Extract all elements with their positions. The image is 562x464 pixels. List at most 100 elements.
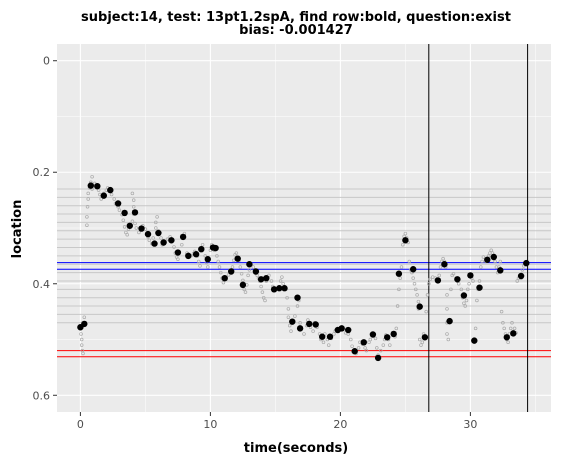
raw-gaze-point: [417, 337, 422, 342]
fixation-point: [503, 334, 510, 341]
fixation-point: [185, 252, 192, 260]
raw-gaze-point: [226, 273, 231, 277]
fixation-point: [484, 256, 491, 263]
raw-gaze-point: [399, 265, 404, 269]
fixation-point: [257, 276, 265, 283]
fixation-point: [490, 253, 497, 261]
raw-gaze-point: [424, 309, 428, 314]
raw-gaze-point: [137, 230, 141, 235]
raw-gaze-point: [466, 287, 470, 292]
fixation-point: [246, 261, 253, 268]
raw-gaze-point: [403, 231, 408, 236]
fixation-point: [351, 348, 358, 355]
raw-gaze-point: [498, 259, 503, 264]
raw-gaze-point: [480, 259, 484, 264]
y-tick-label: 0: [43, 55, 50, 68]
raw-gaze-point: [407, 259, 412, 264]
raw-gaze-point: [203, 254, 207, 258]
fixation-point: [306, 320, 313, 328]
fixation-point: [460, 292, 468, 299]
raw-gaze-point: [445, 332, 449, 336]
raw-gaze-point: [216, 259, 220, 264]
fixation-point: [239, 281, 247, 289]
raw-gaze-point: [394, 326, 399, 331]
raw-gaze-point: [289, 329, 293, 333]
fixation-point: [517, 272, 525, 280]
raw-gaze-point: [489, 248, 493, 253]
fixation-point: [151, 240, 158, 247]
raw-gaze-point: [510, 321, 514, 325]
fixation-point: [234, 255, 241, 262]
fixation-point: [198, 245, 205, 253]
raw-gaze-point: [398, 276, 402, 280]
raw-gaze-point: [311, 329, 315, 333]
fixation-point: [467, 272, 474, 279]
raw-gaze-point: [151, 236, 155, 240]
raw-gaze-point: [321, 340, 326, 345]
fixation-point: [107, 186, 114, 194]
fixation-point: [510, 330, 517, 337]
raw-gaze-point: [364, 348, 369, 353]
fixation-point: [263, 274, 270, 282]
y-tick-label: 0.4: [33, 278, 51, 291]
x-tick-label: 10: [203, 418, 217, 431]
raw-gaze-point: [493, 259, 497, 264]
raw-gaze-point: [378, 348, 383, 353]
fixation-point: [384, 334, 391, 341]
fixation-point: [395, 270, 403, 277]
raw-gaze-point: [287, 323, 292, 328]
raw-gaze-point: [234, 251, 239, 255]
raw-gaze-point: [349, 337, 353, 342]
raw-gaze-point: [449, 287, 453, 292]
fixation-point: [312, 321, 319, 328]
fixation-point: [221, 274, 228, 282]
raw-gaze-point: [85, 205, 90, 209]
raw-gaze-point: [428, 277, 432, 282]
fixation-point: [345, 326, 352, 334]
y-axis-title: location: [10, 200, 25, 259]
raw-gaze-point: [415, 293, 419, 297]
raw-gaze-point: [375, 346, 379, 350]
raw-gaze-point: [416, 299, 421, 304]
fixation-point: [160, 239, 167, 246]
raw-gaze-point: [459, 287, 464, 292]
raw-gaze-point: [86, 191, 90, 196]
fixation-point: [454, 276, 461, 283]
raw-gaze-point: [302, 332, 306, 336]
fixation-point: [441, 261, 448, 268]
fixation-point: [294, 294, 301, 301]
fixation-point: [523, 259, 530, 267]
raw-gaze-point: [520, 268, 525, 272]
raw-gaze-point: [206, 265, 210, 269]
raw-gaze-point: [295, 304, 300, 308]
raw-gaze-point: [356, 346, 361, 350]
raw-gaze-point: [263, 298, 267, 303]
raw-gaze-point: [261, 295, 266, 300]
raw-gaze-point: [502, 326, 506, 331]
fixation-point: [126, 222, 133, 229]
raw-gaze-point: [467, 282, 471, 286]
raw-gaze-point: [230, 265, 235, 269]
raw-gaze-point: [239, 271, 244, 276]
fixation-points: [77, 182, 530, 362]
fixation-point: [114, 200, 122, 207]
fixation-point: [81, 320, 88, 328]
raw-gaze-point: [445, 307, 449, 311]
raw-gaze-point: [259, 284, 263, 289]
raw-gaze-point: [147, 238, 152, 243]
raw-gaze-point: [456, 282, 461, 286]
fixation-point: [252, 268, 260, 275]
raw-gaze-point: [515, 279, 519, 283]
fixation-point: [390, 330, 397, 338]
raw-gaze-point: [215, 254, 219, 258]
raw-gaze-point: [298, 321, 302, 325]
raw-gaze-point: [420, 340, 425, 345]
raw-gaze-point: [332, 332, 336, 336]
fixation-point: [434, 277, 442, 284]
raw-gaze-point: [131, 205, 136, 209]
fixation-point: [326, 333, 334, 340]
fixation-point: [204, 256, 211, 263]
raw-gaze-point: [134, 226, 139, 230]
raw-gaze-point: [176, 257, 180, 261]
raw-gaze-point: [117, 208, 122, 212]
